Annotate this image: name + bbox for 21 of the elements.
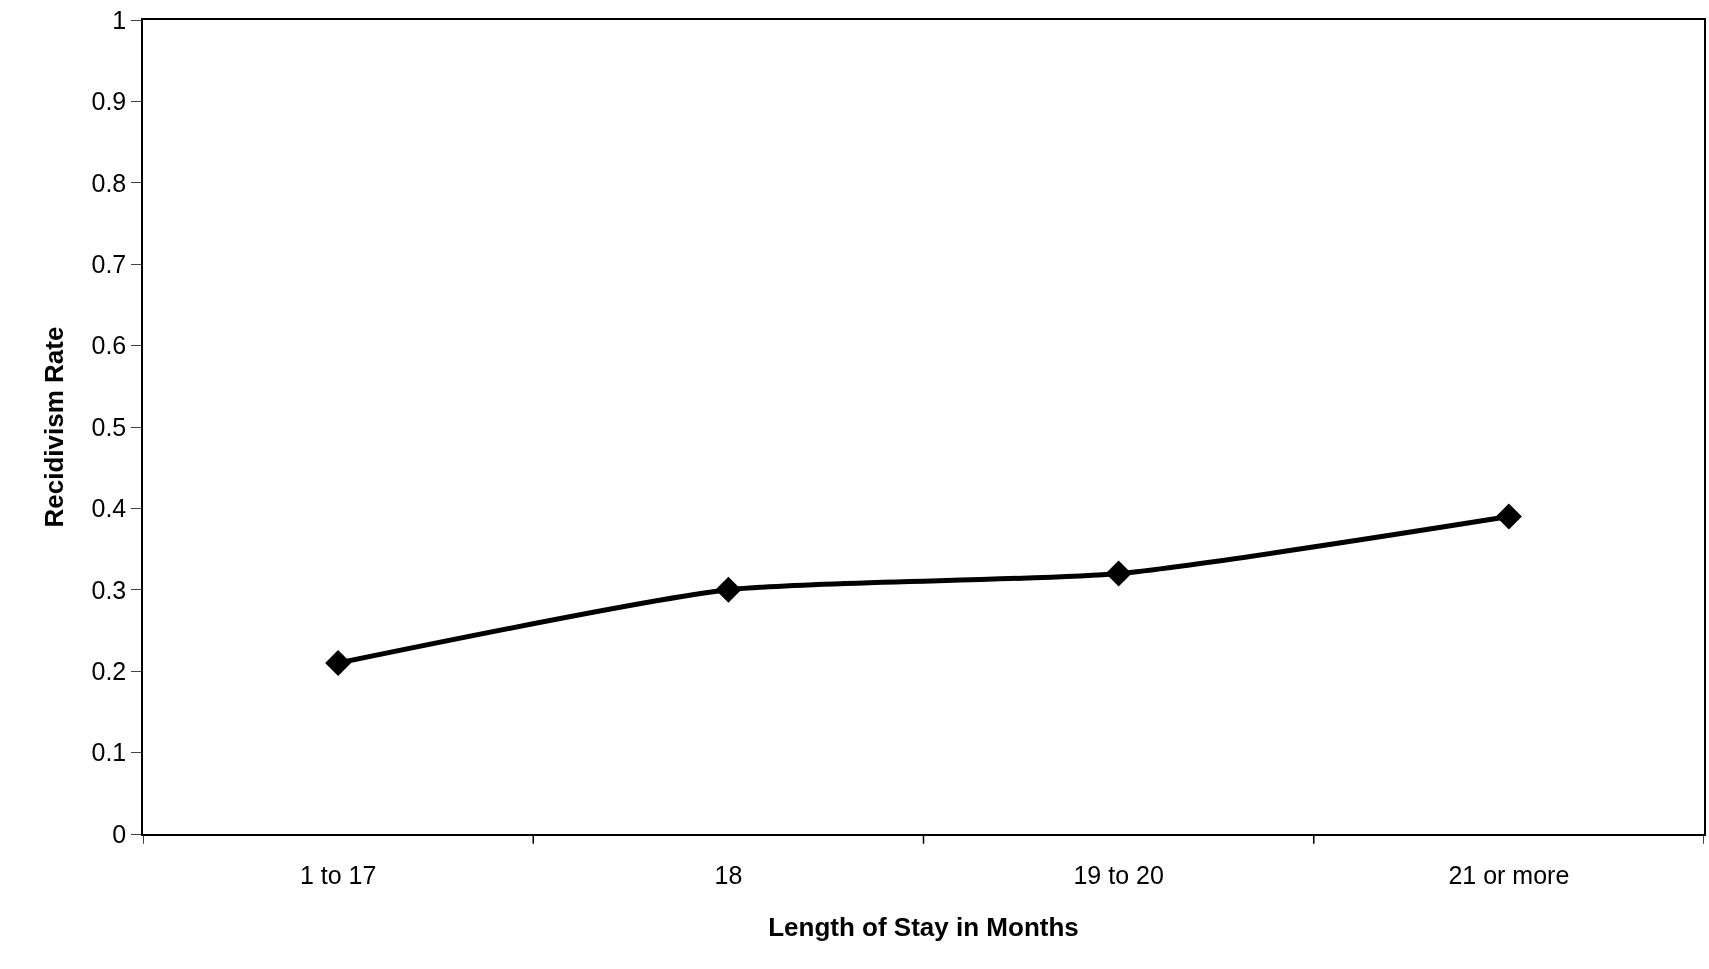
- y-axis-title: Recidivism Rate: [39, 326, 70, 528]
- y-tick-label: 1: [112, 5, 127, 34]
- y-tick-label: 0.5: [91, 412, 127, 441]
- x-tick-label: 21 or more: [1448, 860, 1570, 889]
- x-tick-label: 18: [714, 860, 743, 889]
- y-tick-label: 0.1: [91, 738, 127, 767]
- x-tick-label: 19 to 20: [1073, 860, 1164, 889]
- y-tick-label: 0.7: [91, 249, 127, 278]
- point: [1495, 503, 1522, 530]
- y-tick-label: 0: [112, 819, 127, 848]
- y-tick-label: 0.8: [91, 168, 127, 197]
- point: [1105, 560, 1132, 587]
- x-axis-title: Length of Stay in Months: [768, 911, 1079, 942]
- x-tick-label: 1 to 17: [299, 860, 377, 889]
- y-tick-label: 0.2: [91, 656, 127, 685]
- point: [715, 576, 742, 603]
- y-tick-label: 0.3: [91, 575, 127, 604]
- y-tick-label: 0.4: [91, 494, 127, 523]
- y-tick-label: 0.6: [91, 331, 127, 360]
- y-tick-label: 0.9: [91, 87, 127, 116]
- point: [325, 650, 352, 677]
